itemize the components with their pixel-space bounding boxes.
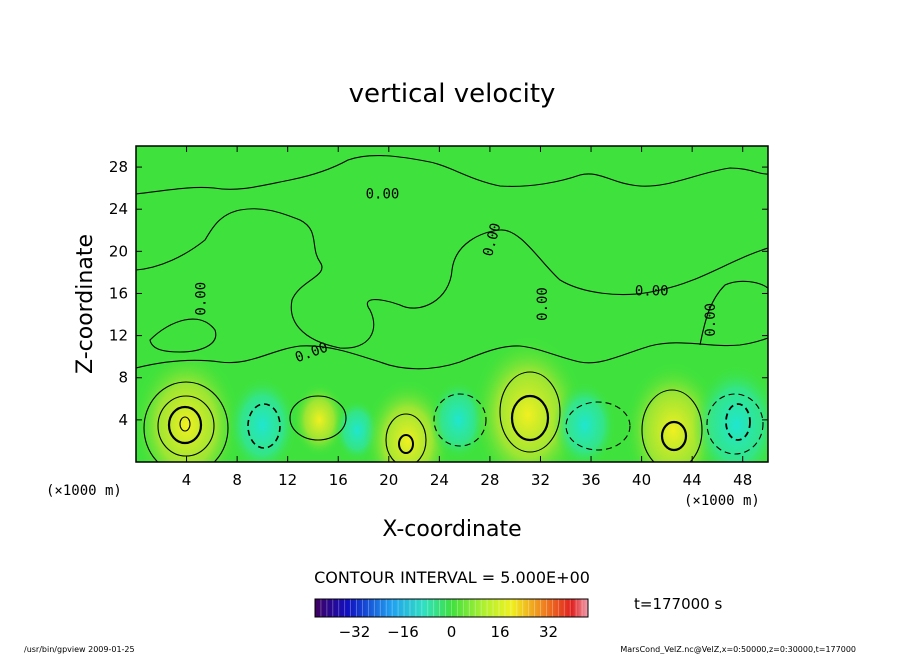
x-tick-label: 44 [683, 471, 702, 489]
y-tick-label: 4 [118, 411, 128, 429]
cold-cell-contour-inner [725, 403, 751, 441]
time-label: t=177000 s [634, 595, 722, 613]
colorbar-frame [314, 598, 589, 618]
warm-cell-contour-middle [157, 395, 215, 457]
colorbar-gradient [315, 599, 588, 617]
downdraft-cell [227, 376, 298, 462]
y-tick-label: 16 [109, 284, 128, 302]
plot-area: 0.000.000.000.000.00 0.000.00 4 8 12 16 20 24 2… [109, 145, 769, 489]
x-tick-label: 4 [182, 471, 192, 489]
footer-left: /usr/bin/gpview 2009-01-25 [24, 645, 135, 654]
contour-label: 0.00 [703, 303, 719, 337]
y-tick-label: 8 [118, 369, 128, 387]
warm-cell-contour-outer [641, 389, 703, 462]
colorbar-tick-label: 0 [447, 623, 457, 641]
colorbar-stripes [320, 599, 583, 617]
cold-cell-contour-outer [706, 393, 764, 455]
contour-label: 0.00 [366, 187, 400, 203]
footer-right: MarsCond_VelZ.nc@VelZ,x=0:50000,z=0:3000… [620, 645, 856, 654]
downdraft-cell [553, 381, 617, 462]
x-tick-label: 20 [379, 471, 398, 489]
warm-cell-contour [385, 413, 427, 462]
downdraft-cell [692, 364, 768, 462]
x-tick-label: 40 [632, 471, 651, 489]
x-axis: 4 8 12 16 20 24 28 32 36 40 44 48 [182, 146, 752, 489]
colorbar: −32 −16 0 16 32 [314, 598, 589, 641]
y-tick-label: 20 [109, 242, 128, 260]
colorbar-tick-label: −32 [339, 623, 371, 641]
contour-lines [136, 154, 768, 370]
cold-cell-contour [247, 403, 281, 449]
y-axis-label: Z-coordinate [73, 234, 98, 374]
warm-cell-contour-core [179, 416, 191, 432]
contour-zero-upper [136, 154, 768, 195]
x-axis-label: X-coordinate [382, 517, 521, 542]
x-tick-label: 32 [531, 471, 550, 489]
y-tick-label: 24 [109, 200, 128, 218]
y-tick-label: 28 [109, 158, 128, 176]
warm-cell-contour-inner [660, 420, 688, 452]
contour-zero-middle [136, 208, 768, 349]
warm-cell-contour-inner [398, 434, 414, 454]
x-tick-label: 48 [733, 471, 752, 489]
contour-zero-lower [136, 337, 768, 370]
contour-interval: CONTOUR INTERVAL = 5.000E+00 [314, 568, 590, 587]
contour-label: 0.00 [194, 282, 210, 316]
cell-contours [143, 371, 764, 462]
x-tick-label: 28 [480, 471, 499, 489]
x-tick-label: 16 [329, 471, 348, 489]
x-unit-left: (×1000 m) [46, 483, 122, 499]
cold-cell-contour [565, 401, 631, 451]
y-tick-label: 12 [109, 327, 128, 345]
colorbar-tick-label: −16 [387, 623, 419, 641]
warm-cell-contour-outer [143, 381, 229, 462]
cold-cell-contour [433, 393, 487, 447]
warm-cell-contour-outer [499, 371, 561, 453]
x-tick-label: 8 [232, 471, 242, 489]
x-tick-label: 24 [430, 471, 449, 489]
warm-cell-contour-inner [510, 394, 550, 442]
plot-frame [135, 145, 769, 463]
warm-cell-contour-inner [167, 405, 203, 445]
x-tick-label: 12 [278, 471, 297, 489]
x-unit-right: (×1000 m) [684, 493, 760, 509]
chart-title: vertical velocity [349, 79, 556, 109]
y-axis: 4 8 12 16 20 24 28 [109, 158, 768, 429]
colorbar-tick-label: 16 [490, 623, 509, 641]
updraft-cell [136, 350, 241, 462]
colorbar-ticks: −32 −16 0 16 32 [339, 623, 559, 641]
contour-left-loop [149, 318, 217, 353]
colorbar-tick-label: 32 [539, 623, 558, 641]
field-cells [136, 336, 768, 462]
contour-right-loop [699, 280, 768, 346]
x-tick-label: 36 [581, 471, 600, 489]
contour-label: 0.00 [635, 284, 669, 300]
warm-cell-contour [289, 395, 347, 441]
contour-label: 0.00 [535, 287, 551, 321]
